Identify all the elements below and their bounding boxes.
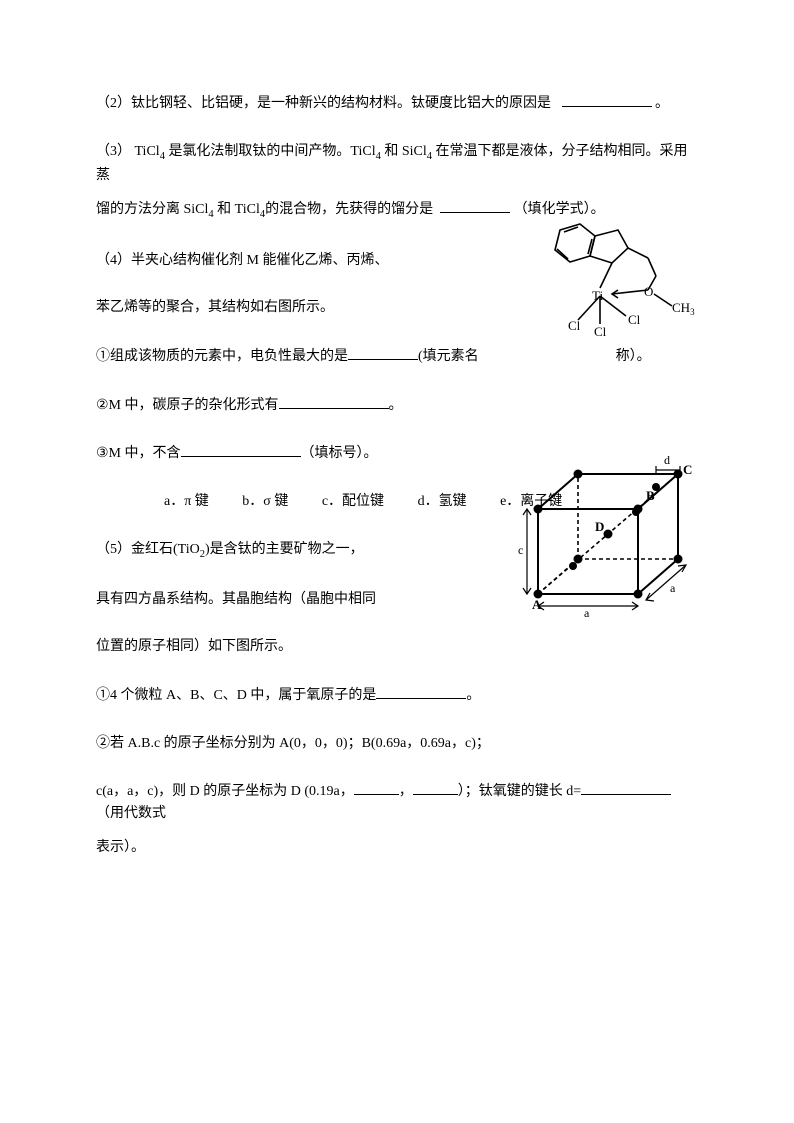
q3-l2-a: 馏的方法分离 SiCl: [96, 202, 208, 217]
q4-intro-a: （4）半夹心结构催化剂 M 能催化乙烯、丙烯、: [96, 250, 698, 272]
q4-sub2-b: 。: [389, 398, 403, 413]
q5-l1-a: （5）金红石(TiO: [96, 542, 200, 557]
q5-sub1-b: 。: [466, 688, 480, 703]
q5-line3: 位置的原子相同）如下图所示。: [96, 636, 698, 658]
opt-a: a．π 键: [164, 494, 209, 509]
opt-e: e．离子键: [500, 494, 562, 509]
q3-line2: 馏的方法分离 SiCl4 和 TiCl4的混合物，先获得的馏分是 （填化学式）。: [96, 198, 698, 223]
q3-l2-c: 的混合物，先获得的馏分是: [265, 202, 433, 217]
q4-sub3-a: ③M 中，不含: [96, 446, 181, 461]
q5-lc-blank1[interactable]: [354, 780, 399, 795]
q3-c: 和 SiCl: [381, 144, 427, 159]
q4-sub2: ②M 中，碳原子的杂化形式有 。: [96, 394, 698, 417]
q5-lc-blank3[interactable]: [581, 780, 671, 795]
q4-intro-b: 苯乙烯等的聚合，其结构如右图所示。: [96, 297, 698, 319]
q3-l2-b: 和 TiCl: [214, 202, 260, 217]
opt-b: b．σ 键: [242, 494, 288, 509]
q4-sub1-c: 称）。: [616, 349, 651, 364]
q4-intro-b-text: 苯乙烯等的聚合，其结构如右图所示。: [96, 300, 334, 315]
q4-options: a．π 键 b．σ 键 c．配位键 d．氢键 e．离子键: [96, 491, 698, 513]
q2-line: （2）钛比钢轻、比铝硬，是一种新兴的结构材料。钛硬度比铝大的原因是 。: [96, 92, 698, 115]
q5-sub1-blank[interactable]: [376, 684, 466, 699]
q4-sub3-b: （填标号）。: [301, 446, 378, 461]
q2-blank[interactable]: [562, 92, 652, 107]
q5-lc-b: ，: [399, 784, 413, 799]
q3-a: （3） TiCl: [96, 144, 160, 159]
q5-lc-c: ）；钛氧键的键长 d=: [458, 784, 581, 799]
label-cl1: Cl: [568, 318, 581, 333]
q5-ld: 表示）。: [96, 840, 145, 855]
q2-text-a: （2）钛比钢轻、比铝硬，是一种新兴的结构材料。钛硬度比铝大的原因是: [96, 96, 551, 111]
q5-lc-a: c(a，a，c)，则 D 的原子坐标为 D (0.19a，: [96, 784, 354, 799]
q5-lc-blank2[interactable]: [413, 780, 458, 795]
q5-sub2-a: ②若 A.B.c 的原子坐标分别为 A(0，0，0)；B(0.69a，0.69a…: [96, 736, 490, 751]
label-cl2: Cl: [594, 324, 607, 339]
q3-line1: （3） TiCl4 是氯化法制取钛的中间产物。TiCl4 和 SiCl4 在常温…: [96, 141, 698, 187]
q4-sub2-blank[interactable]: [279, 394, 389, 409]
q4-sub3-blank[interactable]: [181, 442, 301, 457]
q4-sub1: ①组成该物质的元素中，电负性最大的是 (填元素名 称）。: [96, 345, 698, 368]
q2-text-b: 。: [655, 96, 669, 111]
q4-sub1-b: (填元素名: [418, 349, 479, 364]
q3-l2-d: （填化学式）。: [514, 202, 605, 217]
page: （2）钛比钢轻、比铝硬，是一种新兴的结构材料。钛硬度比铝大的原因是 。 （3） …: [0, 0, 794, 1123]
q5-line1: （5）金红石(TiO2)是含钛的主要矿物之一，: [96, 539, 698, 563]
label-D: D: [595, 519, 604, 534]
q4-sub1-blank[interactable]: [348, 345, 418, 360]
q5-line2: 具有四方晶系结构。其晶胞结构（晶胞中相同: [96, 589, 698, 611]
q5-sub2: ②若 A.B.c 的原子坐标分别为 A(0，0，0)；B(0.69a，0.69a…: [96, 733, 698, 755]
opt-d: d．氢键: [418, 494, 467, 509]
q3-b: 是氯化法制取钛的中间产物。TiCl: [165, 144, 376, 159]
q5-line-d: 表示）。: [96, 837, 698, 859]
q5-sub1-a: ①4 个微粒 A、B、C、D 中，属于氧原子的是: [96, 688, 376, 703]
q3-blank[interactable]: [440, 198, 510, 213]
q4-sub2-a: ②M 中，碳原子的杂化形式有: [96, 398, 279, 413]
q4-intro-a-text: （4）半夹心结构催化剂 M 能催化乙烯、丙烯、: [96, 253, 388, 268]
q5-lc-d: （用代数式: [96, 806, 166, 821]
q4-sub3: ③M 中，不含 （填标号）。: [96, 442, 698, 465]
q5-l1-b: )是含钛的主要矿物之一，: [205, 542, 364, 557]
q5-line-c: c(a，a，c)，则 D 的原子坐标为 D (0.19a， ， ）；钛氧键的键长 d…: [96, 780, 698, 824]
q5-sub1: ①4 个微粒 A、B、C、D 中，属于氧原子的是 。: [96, 684, 698, 707]
q5-l2: 具有四方晶系结构。其晶胞结构（晶胞中相同: [96, 592, 376, 607]
opt-c: c．配位键: [322, 494, 384, 509]
q4-sub1-a: ①组成该物质的元素中，电负性最大的是: [96, 349, 348, 364]
q5-l3: 位置的原子相同）如下图所示。: [96, 639, 292, 654]
